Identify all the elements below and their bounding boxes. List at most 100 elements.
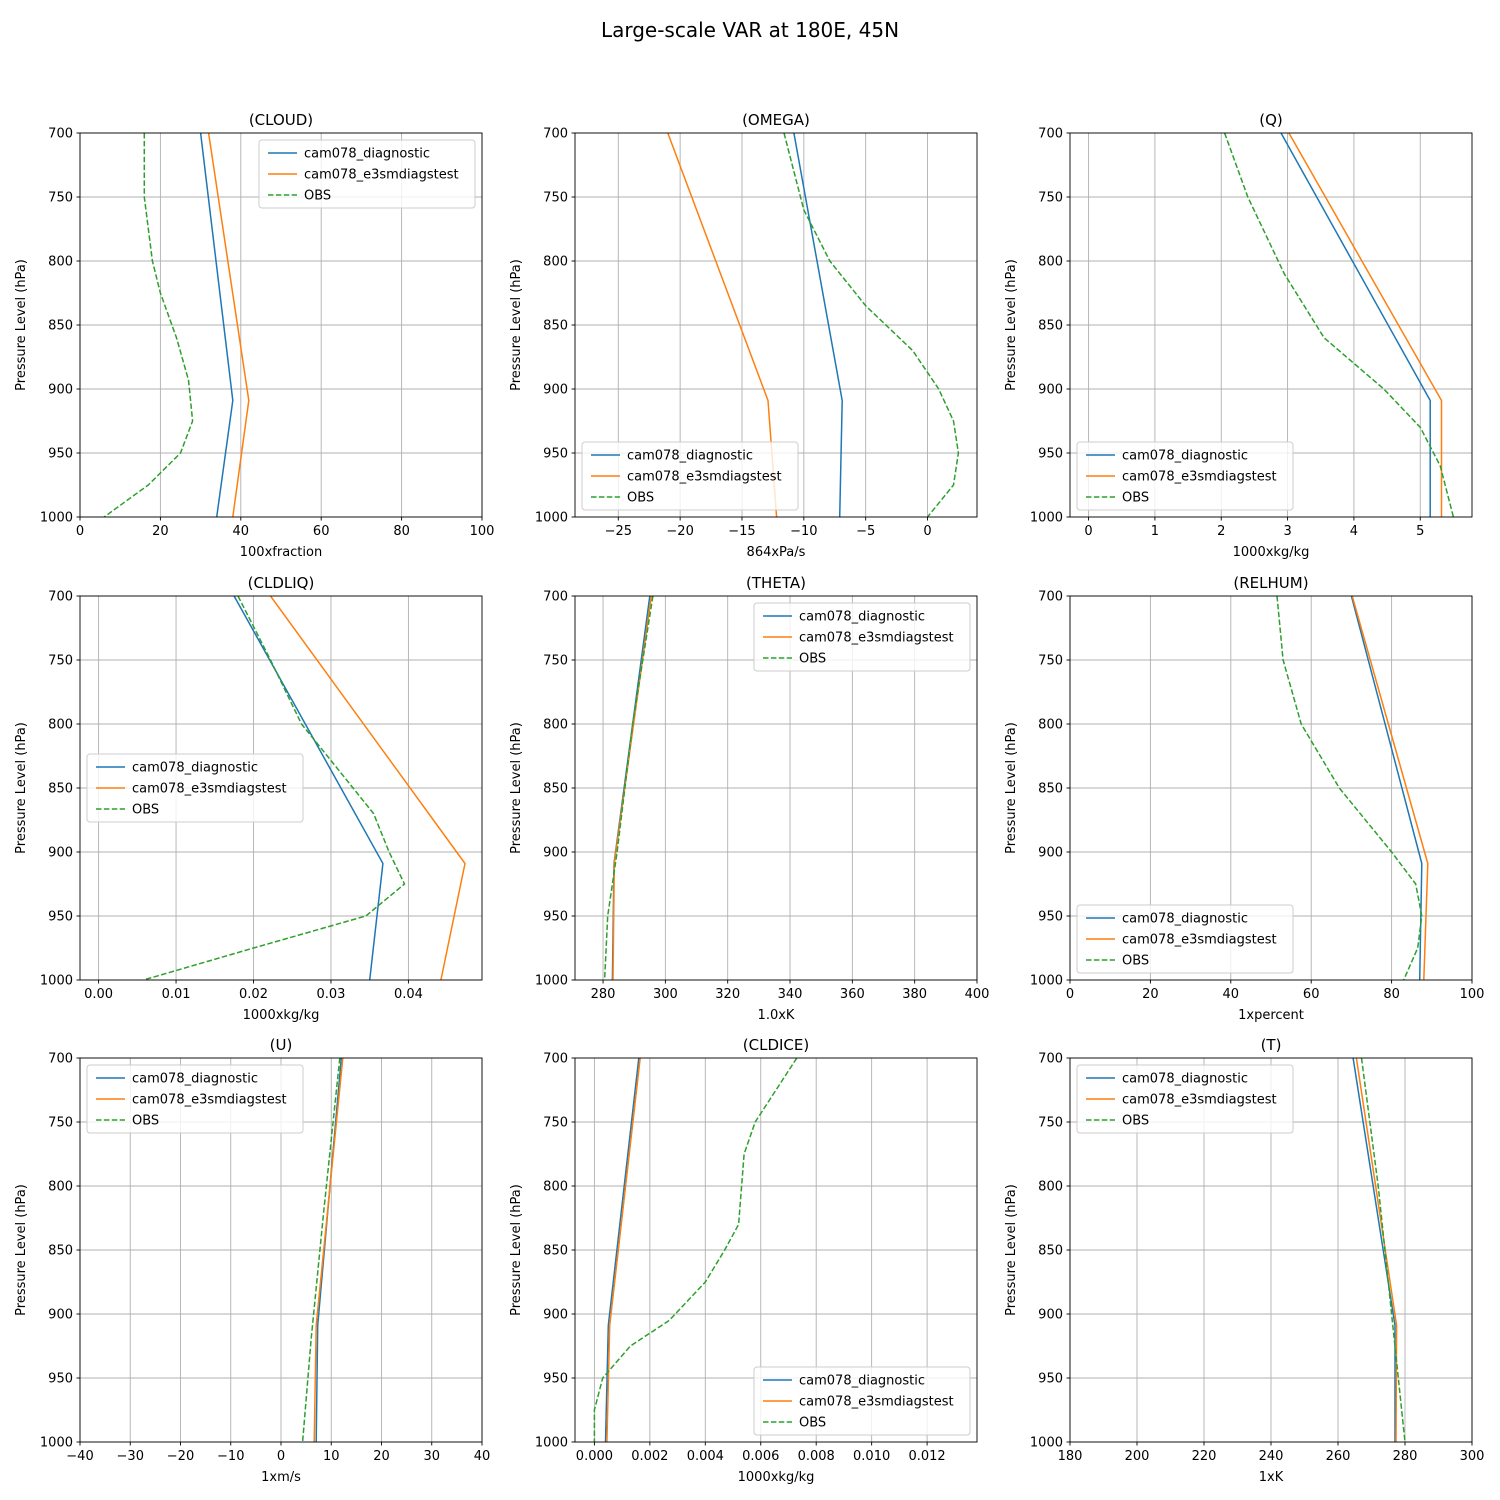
y-tick-label: 750 [543,654,568,669]
y-tick-label: 1000 [535,974,568,989]
x-tick-label: 260 [1326,1449,1351,1464]
y-tick-label: 1000 [1030,511,1063,526]
x-tick-label: 1 [1151,524,1159,539]
legend-box [1076,904,1294,974]
x-tick-label: 0.01 [162,987,191,1002]
y-tick-label: 850 [543,319,568,334]
panel-title: (OMEGA) [742,111,810,129]
y-tick-label: 1000 [40,974,73,989]
x-tick-label: 40 [1223,987,1240,1002]
x-tick-label: 0.04 [394,987,423,1002]
legend-label: cam078_diagnostic [799,1374,925,1389]
x-tick-label: 60 [1303,987,1320,1002]
y-tick-label: 900 [1038,846,1063,861]
chart-panel-4: 0.00 0.01 0.02 0.03 0.04 700 750 800 850 900 950 10… [14,574,483,1023]
legend: cam078_diagnostic cam078_e3smdiagstest OBS [581,441,799,511]
legend-label: OBS [132,803,159,818]
y-tick-label: 800 [1038,718,1063,733]
y-tick-label: 700 [48,1052,73,1067]
panel-title: (CLDLIQ) [248,574,315,592]
y-tick-label: 700 [1038,127,1063,142]
legend: cam078_diagnostic cam078_e3smdiagstest OBS [753,1366,971,1436]
y-tick-label: 800 [543,255,568,270]
legend-label: OBS [799,1416,826,1431]
y-tick-label: 950 [543,447,568,462]
x-tick-label: 240 [1259,1449,1284,1464]
chart-panel-2: −25 −20 −15 −10 −5 0 700 750 800 850 900 950 1000 (OM… [509,111,978,560]
y-tick-label: 1000 [535,1436,568,1451]
y-tick-label: 750 [1038,654,1063,669]
x-tick-label: −15 [728,524,755,539]
y-axis-label: Pressure Level (hPa) [14,259,29,391]
legend: cam078_diagnostic cam078_e3smdiagstest OBS [1076,441,1294,511]
y-tick-label: 750 [1038,1116,1063,1131]
x-tick-label: 220 [1192,1449,1217,1464]
y-tick-label: 950 [48,447,73,462]
y-tick-label: 850 [48,782,73,797]
x-tick-label: 0.008 [798,1449,835,1464]
series-line-cam078-e3smdiagstest [207,133,250,517]
y-tick-label: 750 [48,654,73,669]
panel-title: (CLDICE) [743,1036,809,1054]
legend-label: cam078_diagnostic [132,761,258,776]
x-tick-label: 0.00 [84,987,113,1002]
x-tick-label: 0.002 [631,1449,668,1464]
legend-box [753,602,971,672]
legend-label: OBS [1122,954,1149,969]
legend-label: OBS [132,1114,159,1129]
chart-panel-5: 280 300 320 340 360 380 400 700 750 800 850 900 950 1… [509,574,989,1023]
y-axis-label: Pressure Level (hPa) [509,722,524,854]
series-line-OBS [1360,1058,1406,1442]
y-tick-label: 1000 [535,511,568,526]
chart-panel-1: 0 20 40 60 80 100 700 750 800 850 900 950 1000 (CLOUD… [14,111,494,560]
x-tick-label: 3 [1283,524,1291,539]
y-tick-label: 750 [1038,191,1063,206]
y-tick-label: 700 [48,127,73,142]
y-tick-label: 850 [1038,319,1063,334]
y-tick-label: 850 [1038,1244,1063,1259]
y-tick-label: 1000 [1030,974,1063,989]
y-tick-label: 900 [543,846,568,861]
series-line-OBS [783,133,960,517]
legend-label: OBS [1122,1114,1149,1129]
y-tick-label: 950 [543,1372,568,1387]
x-tick-label: 0.03 [316,987,345,1002]
x-tick-label: 20 [152,524,169,539]
legend-label: cam078_e3smdiagstest [799,1395,954,1410]
legend-label: OBS [627,491,654,506]
series-line-OBS [103,133,194,517]
x-tick-label: 4 [1350,524,1358,539]
x-tick-label: 10 [323,1449,340,1464]
figure-title: Large-scale VAR at 180E, 45N [601,18,899,42]
x-tick-label: 80 [393,524,410,539]
legend-label: cam078_diagnostic [132,1072,258,1087]
x-tick-label: 0 [923,524,931,539]
x-tick-label: 200 [1125,1449,1150,1464]
y-tick-label: 1000 [40,1436,73,1451]
y-tick-label: 700 [543,127,568,142]
panel-title: (Q) [1259,111,1283,129]
x-tick-label: 320 [715,987,740,1002]
y-axis-label: Pressure Level (hPa) [509,259,524,391]
legend-label: cam078_e3smdiagstest [132,782,287,797]
x-tick-label: 0.004 [687,1449,724,1464]
legend-label: cam078_e3smdiagstest [799,631,954,646]
series-line-cam078-diagnostic [604,1058,640,1442]
x-tick-label: 400 [965,987,990,1002]
series-line-OBS [301,1058,341,1442]
y-tick-label: 900 [48,846,73,861]
legend: cam078_diagnostic cam078_e3smdiagstest OBS [86,1064,304,1134]
x-tick-label: 60 [313,524,330,539]
x-tick-label: −20 [666,524,693,539]
legend-label: OBS [1122,491,1149,506]
y-tick-label: 700 [543,1052,568,1067]
legend-label: cam078_diagnostic [1122,449,1248,464]
x-tick-label: 0.000 [576,1449,613,1464]
x-tick-label: 0 [277,1449,285,1464]
chart-panel-7: −40 −30 −20 −10 0 10 20 30 40 700 750 800 850 900 950 1… [14,1036,490,1485]
x-tick-label: −40 [66,1449,93,1464]
x-tick-label: 0 [1066,987,1074,1002]
x-tick-label: 80 [1383,987,1400,1002]
